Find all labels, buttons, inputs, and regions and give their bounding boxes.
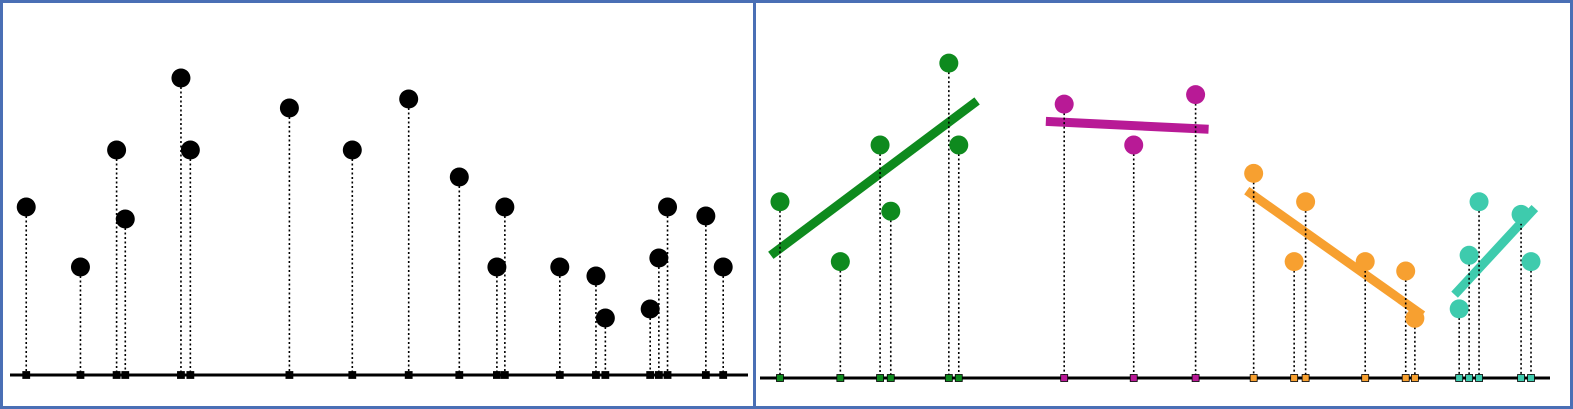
axis-marker — [555, 371, 564, 379]
cluster-1-data-point — [881, 201, 901, 221]
cluster-4-data-point — [1521, 252, 1541, 272]
data-point — [449, 167, 469, 187]
axis-marker — [121, 371, 130, 379]
axis-marker — [112, 371, 121, 379]
axis-marker — [663, 371, 672, 379]
cluster-2-data-point — [1186, 85, 1206, 105]
cluster-1-data-point — [770, 192, 790, 212]
axis-marker — [1361, 374, 1370, 382]
left-panel-border — [0, 0, 756, 409]
data-point — [595, 308, 615, 328]
cluster-3-data-point — [1396, 261, 1416, 281]
cluster-1-data-point — [949, 135, 969, 155]
cluster-3-data-point — [1284, 252, 1304, 272]
data-point — [399, 89, 419, 109]
axis-marker — [1475, 374, 1483, 382]
axis-marker — [601, 371, 610, 379]
data-point — [487, 257, 507, 277]
axis-marker — [1410, 374, 1419, 382]
data-point — [696, 206, 716, 226]
axis-marker — [285, 371, 294, 379]
axis-marker — [654, 371, 663, 379]
cluster-3-data-point — [1405, 308, 1425, 328]
data-point — [550, 257, 570, 277]
axis-marker — [944, 374, 953, 382]
data-point — [649, 248, 669, 268]
axis-marker — [177, 371, 185, 379]
data-point — [495, 197, 515, 217]
axis-marker — [776, 374, 784, 382]
axis-marker — [186, 371, 195, 379]
left-panel-unclustered-points — [10, 68, 748, 379]
cluster-1-trend-line — [768, 97, 980, 259]
data-point — [115, 209, 135, 229]
axis-marker — [1517, 374, 1525, 382]
data-point — [171, 68, 191, 88]
axis-marker — [886, 374, 895, 382]
data-point — [586, 266, 606, 286]
axis-marker — [592, 371, 600, 379]
data-point — [107, 140, 127, 160]
cluster-3-trend-line — [1244, 187, 1426, 319]
axis-marker — [1290, 374, 1299, 382]
axis-marker — [836, 374, 845, 382]
data-point — [713, 257, 733, 277]
cluster-2-trend-line — [1045, 116, 1209, 134]
cluster-1-data-point — [830, 252, 850, 272]
right-panel-clustered-points — [760, 53, 1550, 382]
data-point — [180, 140, 200, 160]
axis-marker — [1465, 374, 1474, 382]
axis-marker — [1455, 374, 1464, 382]
axis-marker — [404, 371, 413, 379]
axis-marker — [348, 371, 357, 379]
cluster-4-data-point — [1511, 204, 1531, 224]
axis-marker — [76, 371, 85, 379]
axis-marker — [500, 371, 509, 379]
data-point — [640, 299, 660, 319]
axis-marker — [1401, 374, 1410, 382]
cluster-4-data-point — [1449, 299, 1469, 319]
cluster-1-data-point — [870, 135, 890, 155]
axis-marker — [22, 371, 31, 379]
axis-marker — [876, 374, 884, 382]
axis-marker — [1060, 374, 1069, 382]
axis-marker — [455, 371, 464, 379]
axis-marker — [1191, 374, 1200, 382]
axis-marker — [646, 371, 655, 379]
axis-marker — [719, 371, 728, 379]
cluster-3-data-point — [1355, 252, 1375, 272]
data-point — [16, 197, 36, 217]
cluster-3-data-point — [1244, 163, 1264, 183]
data-point — [70, 257, 90, 277]
cluster-2-data-point — [1054, 94, 1074, 114]
data-point — [658, 197, 678, 217]
right-panel-border — [753, 0, 1573, 409]
cluster-4-data-point — [1469, 192, 1489, 212]
data-point — [342, 140, 362, 160]
axis-marker — [701, 371, 710, 379]
axis-marker — [493, 371, 501, 379]
axis-marker — [1249, 374, 1258, 382]
axis-marker — [1129, 374, 1138, 382]
axis-marker — [1527, 374, 1535, 382]
cluster-4-data-point — [1459, 245, 1479, 265]
cluster-2-data-point — [1124, 135, 1144, 155]
cluster-3-data-point — [1296, 192, 1316, 212]
axis-marker — [1301, 374, 1310, 382]
data-point — [279, 98, 299, 118]
cluster-1-data-point — [939, 53, 959, 73]
axis-marker — [954, 374, 963, 382]
